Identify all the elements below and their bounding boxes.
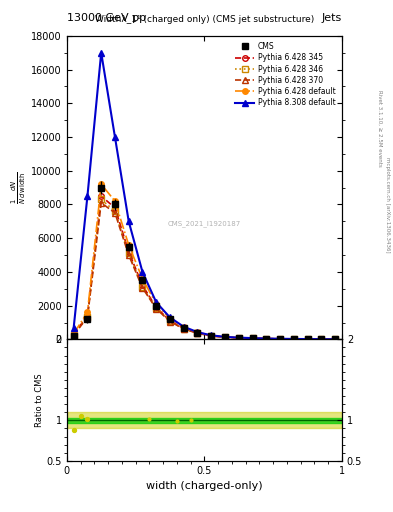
X-axis label: width (charged-only): width (charged-only) <box>146 481 263 491</box>
Point <box>187 415 194 423</box>
Text: mcplots.cern.ch [arXiv:1306.3436]: mcplots.cern.ch [arXiv:1306.3436] <box>385 157 389 252</box>
Point <box>84 415 90 423</box>
Point <box>77 412 84 420</box>
Y-axis label: $\frac{1}{N}\frac{dN}{d\,\mathrm{width}}$: $\frac{1}{N}\frac{dN}{d\,\mathrm{width}}… <box>10 172 28 204</box>
Bar <box>67 418 342 423</box>
Point <box>146 415 152 423</box>
Y-axis label: Ratio to CMS: Ratio to CMS <box>35 373 44 427</box>
Text: Widthλ_1¹ (charged only) (CMS jet substructure): Widthλ_1¹ (charged only) (CMS jet substr… <box>95 15 314 24</box>
Point <box>71 426 77 434</box>
Text: Jets: Jets <box>321 13 342 23</box>
Point <box>174 417 180 425</box>
Text: CMS_2021_I1920187: CMS_2021_I1920187 <box>168 221 241 227</box>
Text: 13000 GeV pp: 13000 GeV pp <box>67 13 146 23</box>
Legend: CMS, Pythia 6.428 345, Pythia 6.428 346, Pythia 6.428 370, Pythia 6.428 default,: CMS, Pythia 6.428 345, Pythia 6.428 346,… <box>233 39 338 110</box>
Text: Rivet 3.1.10, ≥ 2.5M events: Rivet 3.1.10, ≥ 2.5M events <box>377 90 382 166</box>
Bar <box>67 412 342 429</box>
